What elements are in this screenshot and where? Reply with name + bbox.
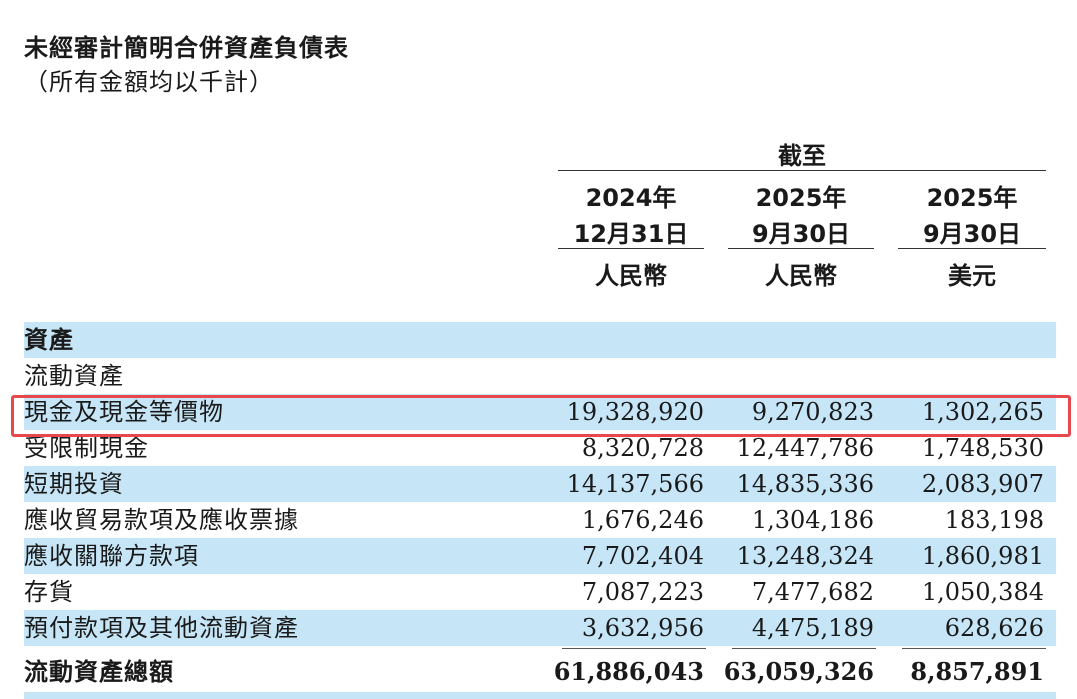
col3-currency: 美元 [948, 262, 996, 290]
row-label: 應收關聯方款項 [24, 542, 199, 570]
subtotal-rule-col3 [902, 648, 1046, 649]
row-value-2024: 19,328,920 [566, 398, 704, 426]
col2-date: 9月30日 [751, 220, 851, 248]
total-value-2025-usd: 8,857,891 [910, 657, 1044, 686]
row-label: 受限制現金 [24, 434, 149, 462]
row-value-2025-usd: 1,302,265 [921, 398, 1044, 426]
row-label: 預付款項及其他流動資產 [24, 614, 299, 642]
row-value-2025-rmb: 13,248,324 [736, 542, 874, 570]
col2-year: 2025年 [755, 184, 847, 212]
col1-currency: 人民幣 [595, 262, 667, 290]
row-value-2025-rmb: 12,447,786 [736, 434, 874, 462]
section-label: 資產 [24, 326, 74, 354]
col3-year: 2025年 [926, 184, 1018, 212]
row-value-2025-usd: 2,083,907 [921, 470, 1044, 498]
section-row: 資產 [24, 322, 1056, 358]
row-label: 存貨 [24, 578, 74, 606]
row-value-2024: 8,320,728 [581, 434, 704, 462]
row-value-2024: 7,702,404 [581, 542, 704, 570]
col3-rule [898, 248, 1046, 249]
row-value-2024: 1,676,246 [581, 506, 704, 534]
table-row: 應收關聯方款項 7,702,404 13,248,324 1,860,981 [24, 538, 1056, 574]
col2-rule [728, 248, 874, 249]
col1-year: 2024年 [585, 184, 677, 212]
row-value-2025-usd: 1,050,384 [921, 578, 1044, 606]
row-value-2025-usd: 1,748,530 [921, 434, 1044, 462]
row-value-2025-rmb: 4,475,189 [751, 614, 874, 642]
subtotal-rule-col1 [562, 648, 706, 649]
subtotal-rule-col2 [732, 648, 876, 649]
as-of-header: 截至 [778, 142, 826, 170]
total-label: 流動資產總額 [24, 658, 174, 686]
col1-date: 12月31日 [573, 220, 689, 248]
page-title: 未經審計簡明合併資產負債表 [24, 34, 349, 62]
row-value-2025-rmb: 9,270,823 [751, 398, 874, 426]
next-row-band [24, 692, 1056, 699]
row-label: 應收貿易款項及應收票據 [24, 506, 299, 534]
row-label: 現金及現金等價物 [24, 398, 224, 426]
table-row: 存貨 7,087,223 7,477,682 1,050,384 [24, 574, 1056, 610]
table-row: 受限制現金 8,320,728 12,447,786 1,748,530 [24, 430, 1056, 466]
row-value-2024: 3,632,956 [581, 614, 704, 642]
col1-rule [558, 248, 704, 249]
as-of-rule [558, 170, 1046, 171]
row-value-2025-rmb: 1,304,186 [751, 506, 874, 534]
row-value-2025-rmb: 14,835,336 [736, 470, 874, 498]
row-value-2025-usd: 628,626 [944, 614, 1044, 642]
row-value-2025-usd: 183,198 [944, 506, 1044, 534]
row-value-2024: 14,137,566 [566, 470, 704, 498]
row-label: 短期投資 [24, 470, 124, 498]
highlight-box [11, 395, 1071, 437]
page-subtitle: （所有金額均以千計） [24, 68, 274, 96]
table-row: 預付款項及其他流動資產 3,632,956 4,475,189 628,626 [24, 610, 1056, 646]
total-value-2025-rmb: 63,059,326 [723, 657, 874, 686]
total-row: 流動資產總額 61,886,043 63,059,326 8,857,891 [24, 654, 1056, 690]
subsection-label: 流動資產 [24, 362, 124, 390]
table-row: 現金及現金等價物 19,328,920 9,270,823 1,302,265 [24, 394, 1056, 430]
col3-date: 9月30日 [922, 220, 1022, 248]
row-value-2025-rmb: 7,477,682 [751, 578, 874, 606]
row-value-2024: 7,087,223 [581, 578, 704, 606]
total-value-2024: 61,886,043 [553, 657, 704, 686]
row-value-2025-usd: 1,860,981 [921, 542, 1044, 570]
table-row: 應收貿易款項及應收票據 1,676,246 1,304,186 183,198 [24, 502, 1056, 538]
table-row: 短期投資 14,137,566 14,835,336 2,083,907 [24, 466, 1056, 502]
col2-currency: 人民幣 [765, 262, 837, 290]
subsection-row: 流動資產 [24, 358, 1056, 394]
